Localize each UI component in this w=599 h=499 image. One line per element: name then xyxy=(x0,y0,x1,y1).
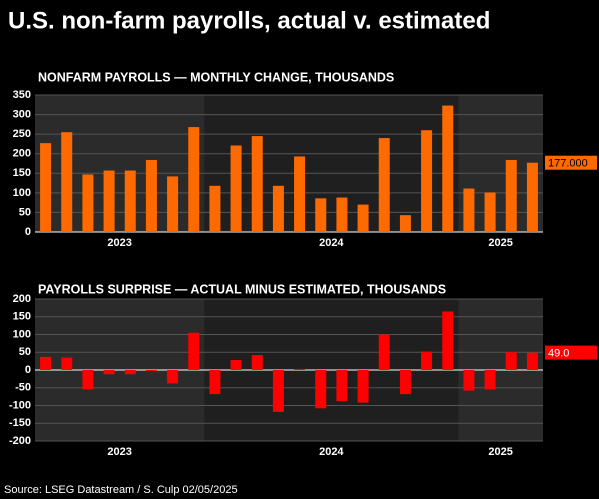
x-tick-label: 2023 xyxy=(107,446,131,458)
bar xyxy=(40,356,52,370)
bar xyxy=(209,370,221,395)
bar xyxy=(82,174,94,232)
value-label-box xyxy=(545,155,597,170)
bar xyxy=(294,368,306,370)
bar xyxy=(526,352,538,370)
bar xyxy=(209,185,221,232)
bar xyxy=(61,132,73,232)
y-tick-label: 300 xyxy=(13,108,31,120)
x-tick-label: 2023 xyxy=(107,237,131,249)
bar xyxy=(40,143,52,232)
bar xyxy=(251,136,263,232)
bar xyxy=(272,185,284,232)
bar xyxy=(103,170,115,232)
x-tick-label: 2025 xyxy=(488,237,512,249)
y-tick-label: 200 xyxy=(13,293,31,305)
bar xyxy=(294,156,306,232)
year-shade xyxy=(35,95,205,232)
y-tick-label: 250 xyxy=(13,128,31,140)
bar xyxy=(61,357,73,370)
bar xyxy=(336,370,348,402)
chart-title: NONFARM PAYROLLS — MONTHLY CHANGE, THOUS… xyxy=(38,70,394,84)
bar xyxy=(82,370,94,390)
bar xyxy=(463,188,475,232)
y-tick-label: 100 xyxy=(13,328,31,340)
bar xyxy=(145,370,157,372)
bar xyxy=(357,204,369,232)
x-tick-label: 2024 xyxy=(319,446,344,458)
bar xyxy=(230,145,242,232)
y-tick-label: 50 xyxy=(19,346,31,358)
y-tick-label: 200 xyxy=(13,148,31,160)
value-label-box xyxy=(545,345,597,360)
bar xyxy=(124,170,136,232)
source: Source: LSEG Datastream / S. Culp 02/05/… xyxy=(4,484,238,496)
y-tick-label: -100 xyxy=(9,399,31,411)
page-title: U.S. non-farm payrolls, actual v. estima… xyxy=(8,7,490,34)
y-tick-label: -200 xyxy=(9,435,31,447)
x-tick-label: 2024 xyxy=(319,237,344,249)
bar xyxy=(526,162,538,232)
bar xyxy=(124,370,136,375)
bar xyxy=(399,215,411,232)
bar xyxy=(505,159,517,232)
value-label: 177.000 xyxy=(548,158,588,170)
bar xyxy=(378,138,390,232)
bar xyxy=(421,130,433,232)
bar xyxy=(272,370,284,412)
y-tick-label: 150 xyxy=(13,311,31,323)
bar xyxy=(230,360,242,370)
y-tick-label: -50 xyxy=(15,382,31,394)
bar xyxy=(484,370,496,390)
value-label: 49.0 xyxy=(548,348,569,360)
bar xyxy=(463,370,475,391)
bar xyxy=(442,311,454,370)
y-tick-label: 150 xyxy=(13,167,31,179)
bar xyxy=(251,355,263,370)
y-tick-label: 0 xyxy=(25,226,31,238)
bar xyxy=(188,332,200,370)
chart-title: PAYROLLS SURPRISE — ACTUAL MINUS ESTIMAT… xyxy=(38,282,446,296)
y-tick-label: -150 xyxy=(9,417,31,429)
bar xyxy=(167,370,179,384)
bar xyxy=(421,351,433,370)
bar xyxy=(484,192,496,232)
bar xyxy=(505,352,517,370)
bar xyxy=(167,176,179,232)
bar xyxy=(188,127,200,232)
y-tick-label: 0 xyxy=(25,364,31,376)
bar xyxy=(145,159,157,232)
x-tick-label: 2025 xyxy=(488,446,512,458)
bar xyxy=(378,334,390,370)
bar xyxy=(399,370,411,395)
y-tick-label: 50 xyxy=(19,206,31,218)
bar xyxy=(442,105,454,232)
y-tick-label: 350 xyxy=(13,89,31,101)
bar xyxy=(103,370,115,375)
y-tick-label: 100 xyxy=(13,187,31,199)
bar xyxy=(357,370,369,403)
bar xyxy=(315,370,327,409)
bar xyxy=(336,197,348,232)
bar xyxy=(315,198,327,232)
